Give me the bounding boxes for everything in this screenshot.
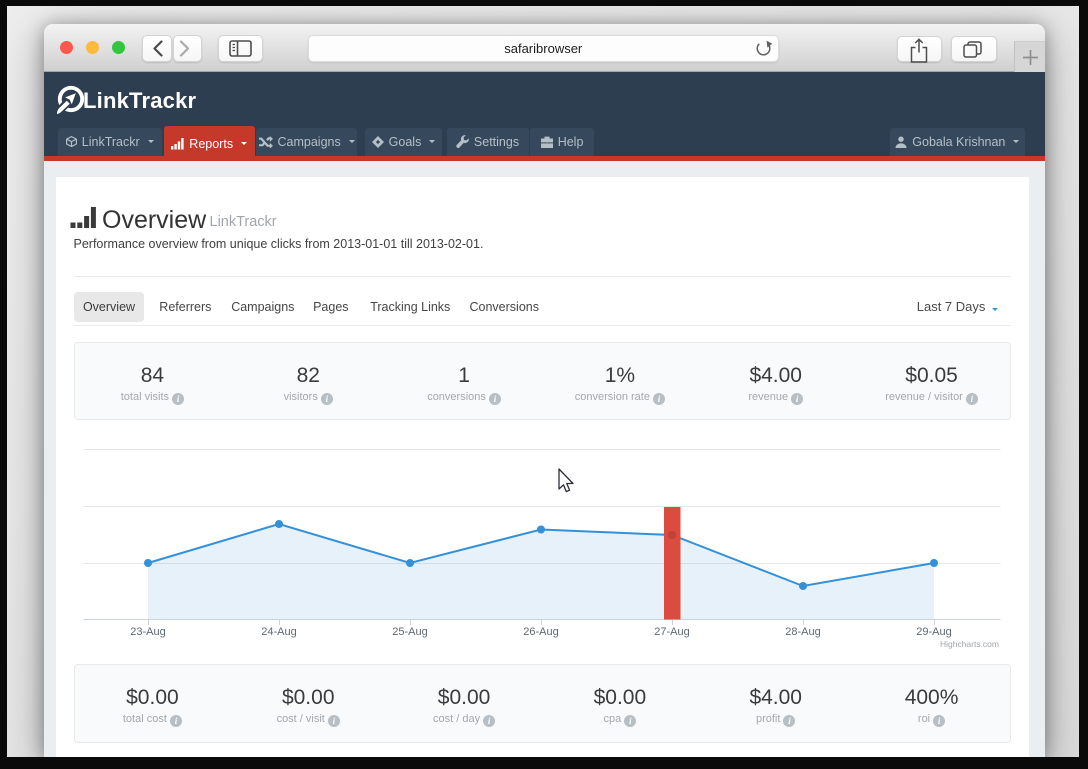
svg-text:26-Aug: 26-Aug xyxy=(523,626,558,638)
svg-text:24-Aug: 24-Aug xyxy=(261,626,296,638)
svg-text:25-Aug: 25-Aug xyxy=(392,626,427,638)
svg-text:28-Aug: 28-Aug xyxy=(785,626,820,638)
svg-text:29-Aug: 29-Aug xyxy=(916,626,951,638)
svg-text:Highcharts.com: Highcharts.com xyxy=(940,639,999,649)
svg-text:27-Aug: 27-Aug xyxy=(654,626,689,638)
svg-text:23-Aug: 23-Aug xyxy=(130,626,165,638)
